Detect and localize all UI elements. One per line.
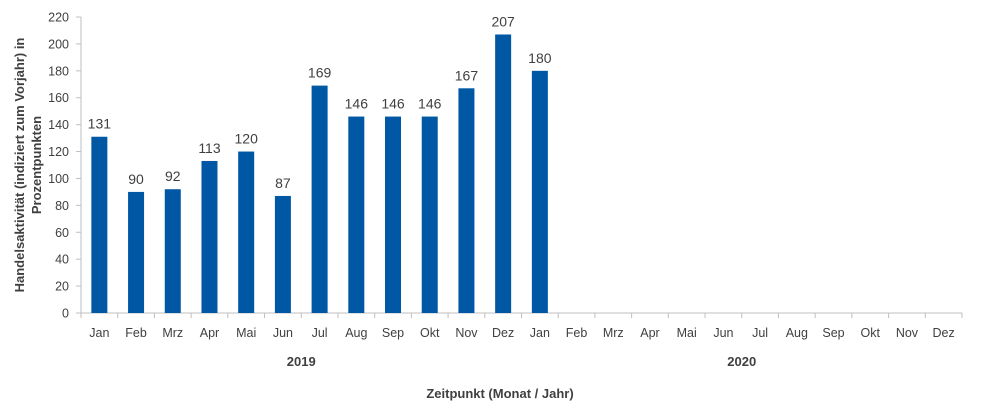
- x-tick-label: Jan: [530, 326, 550, 340]
- y-tick-label: 80: [55, 199, 69, 213]
- y-tick-label: 220: [48, 11, 69, 25]
- bar: [311, 85, 328, 313]
- x-tick-label: Mrz: [603, 326, 624, 340]
- x-tick-label: Apr: [200, 326, 219, 340]
- x-tick-label: Nov: [896, 326, 919, 340]
- bar: [458, 88, 475, 314]
- bar: [238, 151, 255, 313]
- x-tick-label: Sep: [822, 326, 844, 340]
- x-tick-label: Mai: [236, 326, 256, 340]
- y-tick-label: 160: [48, 91, 69, 105]
- x-tick-label: Okt: [861, 326, 881, 340]
- y-tick-label: 60: [55, 226, 69, 240]
- data-label: 113: [198, 140, 221, 156]
- bar: [91, 136, 108, 313]
- bars: 131 90 92 113 120 87 169 146 146 146 167 207 180: [88, 13, 552, 314]
- x-tick-label: Aug: [786, 326, 808, 340]
- data-label: 146: [381, 96, 405, 112]
- y-tick-label: 120: [48, 145, 69, 159]
- year-label: 2020: [727, 354, 756, 369]
- bar: [128, 191, 145, 313]
- y-tick-label: 20: [55, 280, 69, 294]
- data-label: 207: [491, 13, 515, 29]
- x-tick-label: Nov: [455, 326, 478, 340]
- data-label: 90: [128, 171, 144, 187]
- x-tick-label: Jul: [312, 326, 328, 340]
- x-tick-label: Mai: [677, 326, 697, 340]
- y-tick-label: 100: [48, 172, 69, 186]
- y-axis-title-line2: Prozentpunkten: [29, 116, 44, 214]
- x-tick-label: Feb: [566, 326, 588, 340]
- x-tick-label: Jun: [273, 326, 293, 340]
- x-tick-label: Jul: [752, 326, 768, 340]
- bar: [495, 34, 512, 314]
- bar: [421, 116, 438, 314]
- data-label: 146: [345, 96, 369, 112]
- data-label: 92: [165, 168, 181, 184]
- x-tick-label: Mrz: [162, 326, 183, 340]
- y-tick-label: 140: [48, 118, 69, 132]
- y-tick-label: 0: [62, 307, 69, 321]
- x-tick-label: Jun: [713, 326, 733, 340]
- y-tick-label: 200: [48, 37, 69, 51]
- bar: [385, 116, 402, 314]
- x-tick-label: Jan: [89, 326, 109, 340]
- y-axis-title-line1: Handelsaktivität (indiziert zum Vorjahr)…: [12, 38, 27, 293]
- x-tick-label: Dez: [933, 326, 955, 340]
- year-label: 2019: [287, 354, 316, 369]
- axes: 0 20 40 60 80 100 120 140 160 180 200 220: [48, 11, 963, 321]
- bar: [164, 189, 181, 313]
- x-tick-label: Feb: [125, 326, 147, 340]
- x-tick-label: Aug: [345, 326, 367, 340]
- x-tick-label: Okt: [420, 326, 440, 340]
- x-tick-label: Sep: [382, 326, 404, 340]
- data-label: 169: [308, 65, 332, 81]
- data-label: 167: [455, 67, 479, 83]
- data-label: 131: [88, 116, 112, 132]
- y-axis-title: Handelsaktivität (indiziert zum Vorjahr)…: [12, 38, 44, 293]
- data-label: 180: [528, 50, 552, 66]
- x-tick-label: Dez: [492, 326, 514, 340]
- x-tick-label: Apr: [640, 326, 659, 340]
- x-tick-labels: Jan Feb Mrz Apr Mai Jun Jul Aug Sep Okt Nov Dez Jan F…: [89, 326, 954, 340]
- y-tick-label: 180: [48, 64, 69, 78]
- bar: [274, 195, 291, 313]
- bar: [201, 160, 218, 313]
- year-labels: 2019 2020: [287, 354, 756, 369]
- data-label: 120: [235, 131, 259, 147]
- bar: [348, 116, 365, 314]
- data-label: 146: [418, 96, 442, 112]
- bar: [531, 70, 548, 314]
- x-axis-title: Zeitpunkt (Monat / Jahr): [426, 386, 573, 401]
- data-label: 87: [275, 175, 291, 191]
- y-tick-label: 40: [55, 253, 69, 267]
